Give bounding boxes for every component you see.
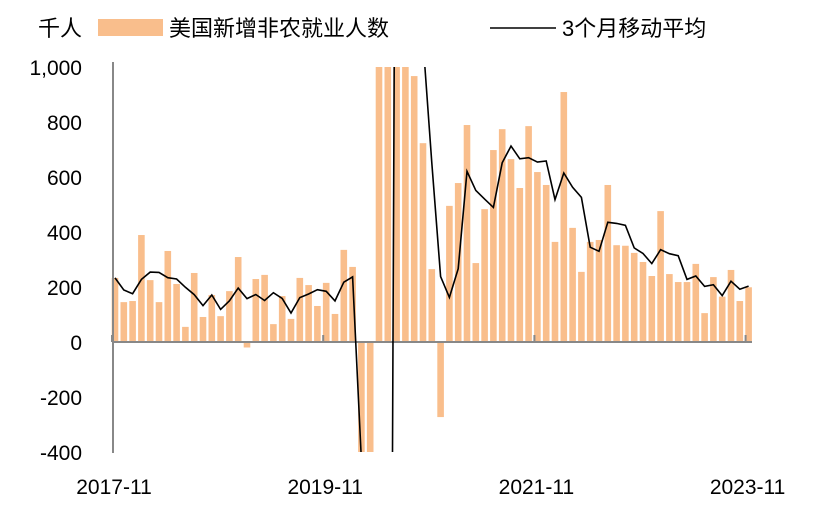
bar bbox=[507, 159, 515, 342]
y-tick-label: 800 bbox=[47, 112, 82, 135]
bar bbox=[428, 269, 436, 342]
bar bbox=[173, 283, 180, 342]
bar bbox=[314, 305, 321, 342]
y-tick-label: 600 bbox=[47, 167, 82, 190]
bar bbox=[551, 241, 559, 342]
bars bbox=[111, 67, 752, 452]
bar bbox=[525, 126, 532, 342]
bar bbox=[710, 277, 717, 342]
y-axis-ticks: 1,000 800 600 400 200 0 -200 -400 bbox=[29, 57, 82, 465]
moving-average-line bbox=[114, 66, 749, 453]
bar bbox=[261, 274, 268, 342]
bar bbox=[146, 280, 154, 342]
bar bbox=[595, 239, 603, 342]
x-tick-label: 2017-11 bbox=[76, 476, 152, 499]
bar bbox=[111, 277, 119, 342]
bar bbox=[666, 274, 673, 342]
bar bbox=[630, 252, 638, 342]
bar bbox=[322, 282, 330, 342]
bar bbox=[437, 342, 444, 418]
bar bbox=[578, 271, 585, 342]
unit-label: 千人 bbox=[38, 16, 82, 41]
bar bbox=[648, 276, 656, 342]
y-tick-label: 1,000 bbox=[29, 57, 82, 80]
bar bbox=[727, 269, 735, 342]
bar bbox=[243, 342, 251, 348]
bar bbox=[718, 296, 726, 342]
y-tick-label: 400 bbox=[47, 222, 82, 245]
x-tick-label: 2021-11 bbox=[499, 476, 575, 499]
bar bbox=[340, 249, 348, 342]
bar bbox=[270, 324, 277, 342]
y-tick-label: 0 bbox=[70, 332, 82, 355]
bar bbox=[287, 318, 295, 342]
bar bbox=[542, 184, 550, 342]
bar bbox=[410, 76, 418, 342]
bar bbox=[674, 282, 682, 342]
bar bbox=[296, 277, 304, 342]
bar bbox=[393, 67, 400, 342]
bar bbox=[217, 316, 224, 342]
bar bbox=[199, 316, 207, 342]
legend: 千人 美国新增非农就业人数 3个月移动平均 bbox=[38, 16, 706, 41]
bar bbox=[586, 241, 594, 342]
bar bbox=[419, 143, 427, 342]
y-tick-label: -200 bbox=[40, 387, 82, 410]
bar bbox=[375, 67, 383, 342]
bar bbox=[622, 245, 629, 342]
bar bbox=[534, 172, 541, 342]
bar bbox=[234, 257, 242, 342]
bar bbox=[569, 227, 576, 342]
bar bbox=[472, 263, 480, 342]
bar bbox=[349, 266, 356, 342]
bar bbox=[604, 184, 612, 342]
x-tick-label: 2023-11 bbox=[710, 476, 786, 499]
bar bbox=[138, 235, 145, 342]
legend-bar-swatch bbox=[98, 19, 163, 36]
bar bbox=[463, 125, 471, 343]
bar bbox=[736, 301, 744, 342]
bar bbox=[701, 313, 708, 342]
bar bbox=[278, 296, 286, 342]
y-tick-label: 200 bbox=[47, 277, 82, 300]
bar bbox=[305, 285, 312, 342]
bar bbox=[639, 261, 647, 342]
bar bbox=[402, 67, 409, 342]
bar bbox=[560, 92, 568, 343]
bar bbox=[155, 302, 163, 342]
bar bbox=[446, 205, 453, 342]
bar bbox=[208, 294, 216, 342]
y-tick-label: -400 bbox=[40, 442, 82, 465]
legend-line-label: 3个月移动平均 bbox=[562, 16, 706, 41]
bar bbox=[190, 272, 198, 342]
bar bbox=[252, 279, 260, 342]
bar bbox=[182, 326, 189, 342]
x-tick-label: 2019-11 bbox=[287, 476, 363, 499]
bar bbox=[226, 291, 233, 342]
bar bbox=[384, 67, 392, 342]
bar bbox=[164, 250, 172, 342]
bar bbox=[516, 188, 524, 342]
bar bbox=[331, 313, 339, 342]
bar bbox=[490, 150, 497, 342]
legend-bar-label: 美国新增非农就业人数 bbox=[169, 16, 389, 41]
bar bbox=[692, 263, 700, 342]
bar bbox=[745, 287, 752, 342]
bar bbox=[481, 209, 488, 342]
bar bbox=[358, 342, 365, 452]
x-axis-ticks: 2017-11 2019-11 2021-11 2023-11 bbox=[76, 335, 785, 499]
bar bbox=[120, 302, 128, 342]
bar bbox=[498, 129, 506, 342]
bar bbox=[657, 211, 664, 342]
bar bbox=[613, 245, 620, 342]
bar bbox=[683, 282, 691, 342]
bar bbox=[366, 342, 374, 452]
bar bbox=[129, 301, 136, 342]
